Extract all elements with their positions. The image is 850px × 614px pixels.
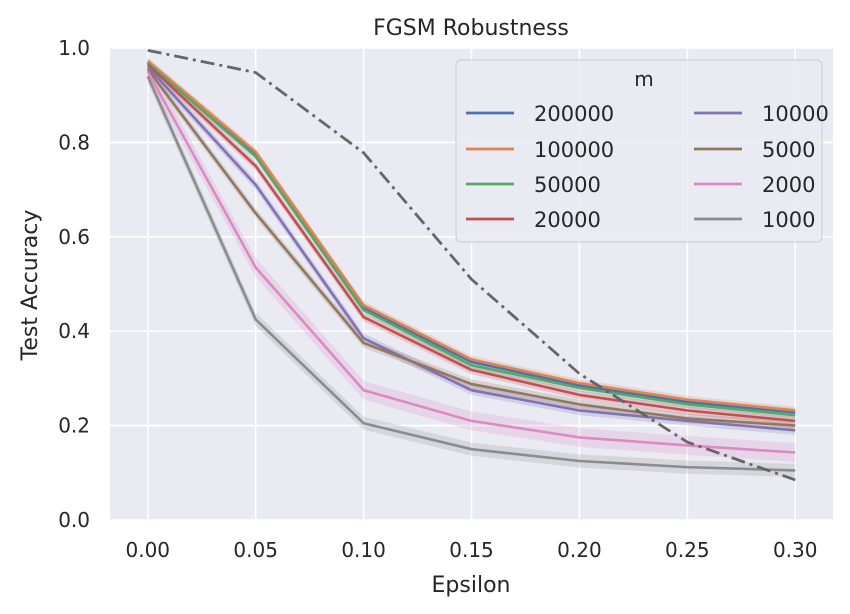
x-tick-label: 0.00 [126,538,171,562]
legend-label-20000: 20000 [534,208,601,232]
y-axis-title: Test Accuracy [18,210,43,362]
chart-title: FGSM Robustness [373,16,569,41]
legend-label-10000: 10000 [762,102,829,126]
y-tick-label: 1.0 [58,36,90,60]
y-tick-label: 0.0 [58,508,90,532]
y-tick-label: 0.4 [58,319,90,343]
x-tick-label: 0.25 [665,538,710,562]
x-tick-label: 0.30 [773,538,818,562]
series-lines [146,48,796,482]
y-tick-labels: 0.0 0.2 0.4 0.6 0.8 1.0 [58,36,90,532]
legend-label-2000: 2000 [762,173,815,197]
legend-label-5000: 5000 [762,138,815,162]
y-tick-label: 0.6 [58,225,90,249]
series-line-5000 [146,68,796,427]
x-tick-labels: 0.00 0.05 0.10 0.15 0.20 0.25 0.30 [126,538,818,562]
legend-label-100000: 100000 [534,138,614,162]
legend: m 200000 100000 50000 20000 10000 5000 2000 1000 [455,59,829,243]
reference-line [147,48,796,482]
y-tick-label: 0.8 [58,130,90,154]
band-1000 [147,69,796,478]
y-tick-label: 0.2 [58,414,90,438]
series-line-2000 [146,70,796,454]
series-line-50000 [146,62,796,417]
legend-box [455,59,823,243]
legend-label-200000: 200000 [534,102,614,126]
confidence-bands [147,57,796,478]
legend-title: m [634,67,653,91]
series-line-10000 [146,66,796,432]
series-line-200000 [146,61,796,414]
series-line-20000 [146,63,796,423]
series-line-100000 [146,60,796,412]
x-tick-label: 0.05 [233,538,278,562]
x-axis-title: Epsilon [432,573,511,598]
x-tick-label: 0.20 [557,538,602,562]
x-tick-label: 0.15 [449,538,494,562]
legend-label-1000: 1000 [762,208,815,232]
x-tick-label: 0.10 [341,538,386,562]
series-line-1000 [146,75,796,472]
legend-label-50000: 50000 [534,173,601,197]
